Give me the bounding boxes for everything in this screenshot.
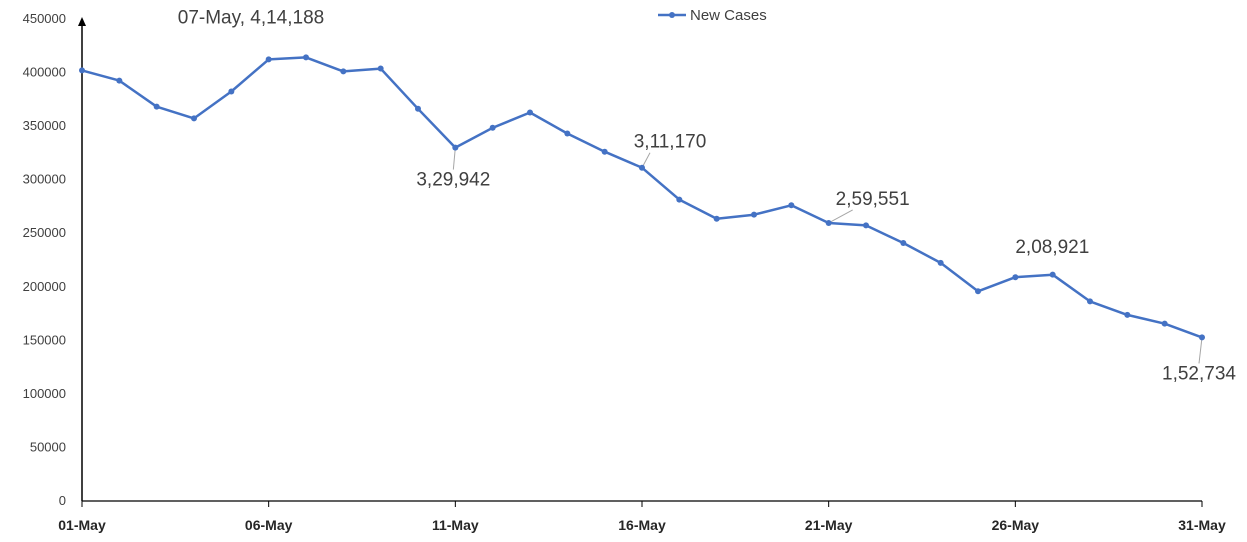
data-point [676, 196, 683, 203]
data-point [79, 67, 85, 74]
y-tick-label: 150000 [23, 332, 66, 347]
legend-label: New Cases [690, 7, 767, 24]
y-tick-label: 100000 [23, 386, 66, 401]
x-tick-label: 21-May [805, 517, 853, 533]
data-point [452, 144, 459, 151]
leader-line [1198, 337, 1203, 364]
series-new-cases [79, 54, 1205, 341]
data-point [191, 115, 197, 122]
annotation-leader-lines [452, 147, 1203, 364]
data-point [751, 211, 757, 218]
data-point [900, 240, 907, 247]
data-point [937, 259, 944, 266]
y-tick-label: 450000 [23, 11, 66, 26]
y-tick-label: 300000 [23, 172, 66, 187]
y-tick-label: 400000 [23, 65, 66, 80]
x-axis-ticks: 01-May 06-May 11-May 16-May 21-May 26-May 31-M… [58, 501, 1226, 533]
data-point [303, 54, 309, 61]
y-tick-label: 200000 [23, 279, 66, 294]
y-tick-label: 50000 [30, 439, 66, 454]
data-point [713, 215, 720, 222]
x-tick-label: 11-May [432, 517, 479, 533]
data-point [489, 124, 496, 131]
data-point [1087, 298, 1093, 305]
data-point [340, 68, 347, 75]
legend-marker-icon [669, 12, 675, 18]
data-point [1012, 274, 1019, 281]
data-point [825, 219, 832, 226]
data-label: 2,08,921 [1015, 237, 1089, 258]
data-point [564, 130, 571, 137]
data-point [1199, 334, 1205, 341]
y-tick-label: 0 [59, 493, 66, 508]
data-label-annotations: 07-May, 4,14,188 3,29,942 3,11,170 2,59,551… [178, 7, 1237, 384]
data-point [377, 65, 384, 72]
data-point [1161, 320, 1168, 327]
leader-line [828, 209, 853, 224]
data-label: 3,29,942 [416, 170, 490, 191]
leader-line [452, 147, 456, 170]
data-point [415, 105, 421, 112]
data-point [601, 148, 608, 155]
axes [78, 17, 1202, 502]
data-point [788, 202, 795, 209]
data-point [975, 288, 981, 295]
y-axis-ticks: 0 50000 100000 150000 200000 250000 300000 3500… [23, 11, 66, 508]
data-point [863, 222, 869, 229]
data-point [1124, 311, 1131, 318]
x-tick-label: 16-May [618, 517, 666, 533]
series-line [81, 56, 1203, 339]
data-label: 3,11,170 [634, 132, 707, 153]
data-point [116, 77, 123, 84]
data-point [228, 88, 235, 95]
data-label: 1,52,734 [1162, 363, 1236, 384]
legend: New Cases [658, 7, 767, 24]
x-tick-label: 31-May [1178, 517, 1226, 533]
data-point [527, 109, 533, 116]
x-tick-label: 06-May [245, 517, 293, 533]
x-tick-label: 26-May [992, 517, 1040, 533]
y-tick-label: 250000 [23, 225, 66, 240]
data-point [265, 56, 272, 63]
y-axis-arrow-icon [78, 17, 86, 26]
data-point [153, 103, 160, 110]
data-label: 2,59,551 [836, 189, 910, 210]
data-label: 07-May, 4,14,188 [178, 7, 324, 28]
data-point [639, 164, 645, 171]
data-point [1049, 271, 1056, 278]
y-tick-label: 350000 [23, 118, 66, 133]
x-tick-label: 01-May [58, 517, 106, 533]
